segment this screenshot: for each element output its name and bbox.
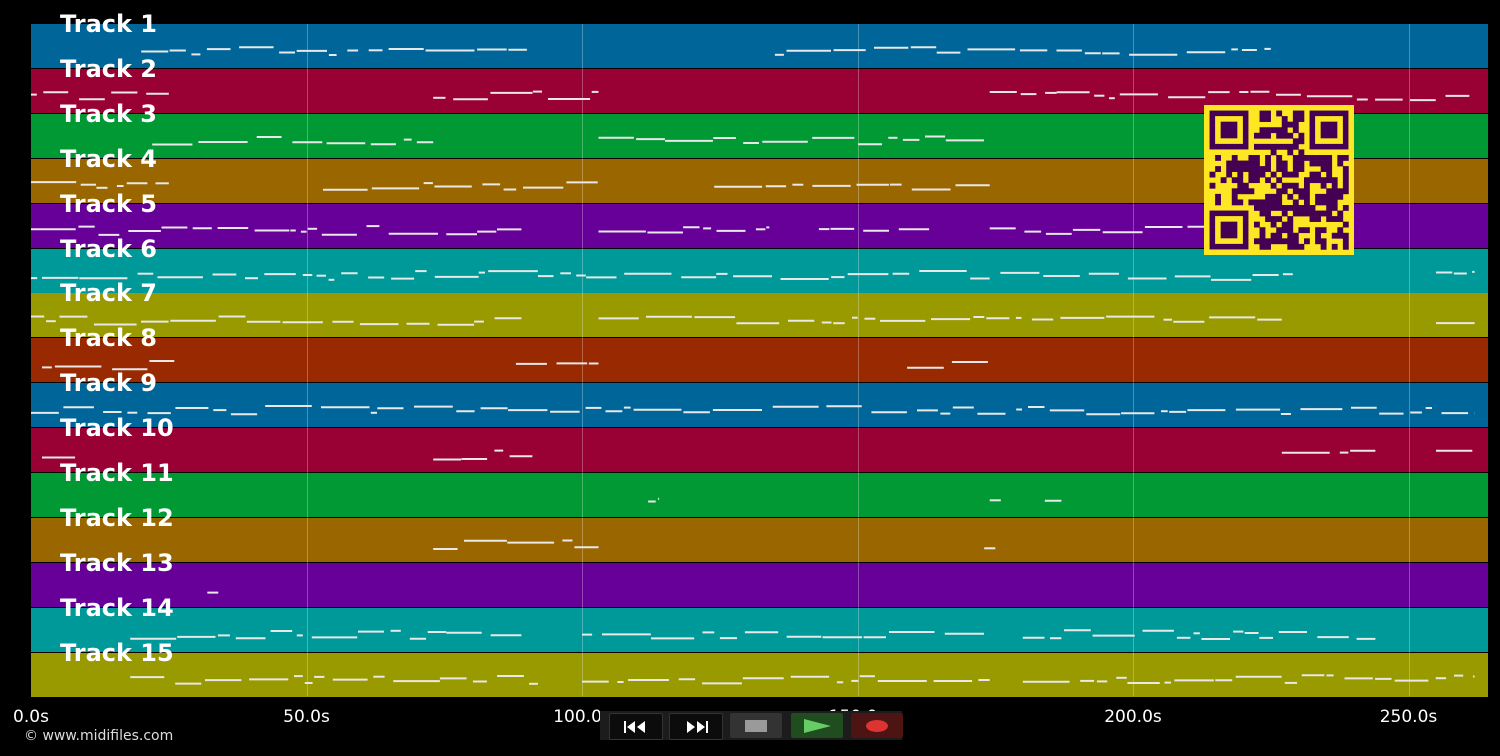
track-label: Track 13 bbox=[60, 548, 174, 577]
transport-bar bbox=[600, 711, 903, 740]
track-lane[interactable] bbox=[31, 428, 1488, 473]
stop-button[interactable] bbox=[730, 713, 782, 738]
track-lane[interactable] bbox=[31, 248, 1488, 293]
grid-line bbox=[1408, 24, 1410, 696]
track-lane[interactable] bbox=[31, 517, 1488, 562]
copyright-text: © www.midifiles.com bbox=[24, 728, 174, 744]
track-label: Track 8 bbox=[60, 324, 158, 353]
track-label: Track 6 bbox=[60, 234, 158, 263]
time-tick-label: 50.0s bbox=[283, 707, 330, 727]
play-button[interactable] bbox=[791, 713, 843, 738]
track-label: Track 7 bbox=[60, 279, 158, 308]
track-label: Track 15 bbox=[60, 638, 174, 667]
track-label: Track 11 bbox=[60, 459, 174, 487]
play-icon bbox=[804, 718, 831, 733]
rewind-icon bbox=[624, 720, 645, 733]
fast-forward-icon bbox=[687, 720, 708, 733]
time-tick-label: 0.0s bbox=[13, 707, 49, 727]
track-lane[interactable] bbox=[31, 607, 1488, 652]
track-lane[interactable] bbox=[31, 652, 1488, 697]
track-lane[interactable] bbox=[31, 338, 1488, 383]
track-lane[interactable] bbox=[31, 293, 1488, 338]
rewind-button[interactable] bbox=[609, 713, 663, 740]
track-lane[interactable] bbox=[31, 562, 1488, 607]
track-label: Track 3 bbox=[60, 99, 158, 128]
track-label: Track 12 bbox=[60, 503, 174, 532]
time-tick-label: 200.0s bbox=[1104, 707, 1162, 727]
record-icon bbox=[866, 719, 888, 732]
time-tick-label: 250.0s bbox=[1379, 707, 1438, 727]
time-tick-label: 100.0s bbox=[553, 707, 611, 727]
track-label: Track 10 bbox=[60, 414, 174, 443]
fast-forward-button[interactable] bbox=[669, 713, 723, 740]
grid-line bbox=[582, 24, 583, 696]
grid-line bbox=[1133, 24, 1134, 696]
track-lane[interactable] bbox=[31, 473, 1488, 517]
track-label: Track 5 bbox=[60, 189, 158, 218]
record-button[interactable] bbox=[851, 713, 903, 738]
grid-line bbox=[306, 24, 308, 696]
grid-line bbox=[857, 24, 859, 696]
track-lane[interactable] bbox=[31, 24, 1488, 68]
stop-icon bbox=[745, 719, 767, 732]
track-label: Track 14 bbox=[60, 593, 174, 622]
track-label: Track 9 bbox=[60, 369, 158, 398]
track-label: Track 2 bbox=[60, 54, 158, 83]
track-label: Track 4 bbox=[60, 144, 158, 173]
track-label: Track 1 bbox=[60, 10, 158, 38]
qr-code-icon bbox=[1204, 105, 1354, 255]
